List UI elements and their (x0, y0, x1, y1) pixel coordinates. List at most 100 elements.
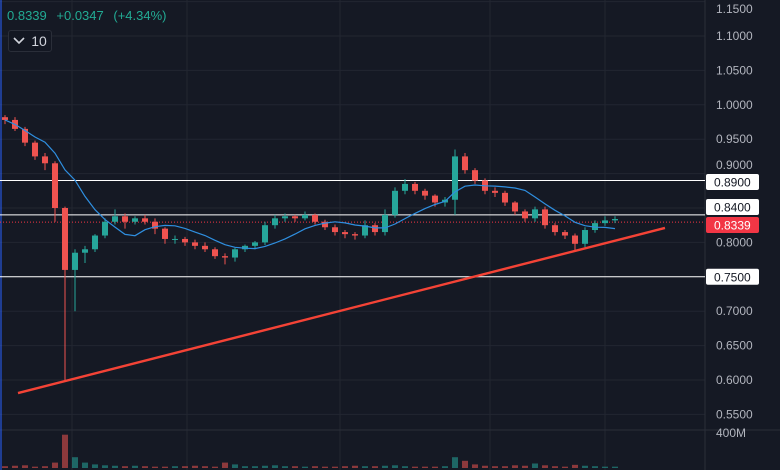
candle-body (322, 221, 328, 228)
volume-bars (2, 434, 618, 468)
candle-body (312, 214, 318, 222)
candle-body (92, 235, 98, 250)
candle-body (42, 156, 48, 164)
volume-bar (482, 465, 488, 468)
horizontal-line-price-label: 0.8400 (714, 201, 751, 215)
left-edge (0, 0, 2, 470)
volume-bar (172, 466, 178, 468)
volume-bar (42, 466, 48, 468)
volume-bar (92, 464, 98, 468)
volume-bar (572, 464, 578, 468)
volume-bar (362, 466, 368, 468)
candle-body (382, 214, 388, 233)
price-tick-label: 0.5500 (716, 407, 753, 421)
volume-bar (232, 464, 238, 468)
candle-body (452, 156, 458, 200)
volume-bar (532, 463, 538, 468)
candle-body (62, 208, 68, 270)
volume-bar (392, 465, 398, 468)
candle-body (572, 235, 578, 244)
candle-body (302, 214, 308, 219)
volume-bar (12, 465, 18, 468)
volume-bar (142, 466, 148, 468)
candle-body (102, 221, 108, 236)
volume-bar (352, 465, 358, 468)
candle-body (72, 252, 78, 270)
candle-body (202, 245, 208, 250)
moving-average-line (4, 119, 616, 250)
candle-body (542, 209, 548, 226)
candle-body (372, 225, 378, 233)
volume-bar (322, 466, 328, 468)
candle-body (262, 225, 268, 243)
volume-bar (112, 465, 118, 468)
candle-body (612, 219, 618, 221)
volume-bar (262, 465, 268, 468)
candle-body (422, 190, 428, 196)
horizontal-lines[interactable]: 0.8900 0.8400 0.7500 0.8339 (0, 174, 759, 285)
candle-body (562, 232, 568, 236)
candle-body (432, 195, 438, 203)
candle-body (132, 218, 138, 222)
volume-bar (132, 465, 138, 468)
candle-body (22, 128, 28, 143)
candle-body (142, 218, 148, 222)
candle-body (82, 249, 88, 253)
volume-bar (82, 462, 88, 468)
indicators-collapse-button[interactable]: 10 (8, 30, 52, 52)
volume-bar (332, 466, 338, 468)
volume-bar (212, 466, 218, 468)
volume-bar (2, 466, 8, 468)
candle-body (232, 249, 238, 258)
candle-body (212, 249, 218, 257)
horizontal-line-price-badge (706, 174, 759, 190)
candle-body (462, 156, 468, 171)
horizontal-line-price-label: 0.8900 (714, 176, 751, 190)
volume-bar (522, 465, 528, 468)
candle-body (342, 232, 348, 235)
volume-bar (222, 462, 228, 468)
volume-bar (462, 460, 468, 468)
candle-body (602, 220, 608, 224)
last-price-label: 0.8339 (714, 219, 751, 233)
price-tick-label: 1.0000 (716, 98, 753, 112)
volume-bar (592, 466, 598, 468)
volume-bar (22, 465, 28, 468)
volume-bar (442, 466, 448, 468)
candle-body (282, 216, 288, 219)
volume-bar (122, 466, 128, 468)
candle-body (52, 163, 58, 208)
volume-bar (422, 466, 428, 468)
price-axis[interactable]: 1.1000 1.0500 1.0000 0.9500 0.8000 0.7000 0.65… (716, 2, 753, 440)
candle-body (182, 238, 188, 243)
trendline[interactable] (17, 226, 666, 395)
volume-bar (542, 465, 548, 468)
candle-body (122, 216, 128, 222)
volume-bar (152, 466, 158, 468)
volume-bar (52, 462, 58, 468)
price-tick-label: 1.0500 (716, 63, 753, 77)
candle-body (172, 238, 178, 240)
candle-body (502, 192, 508, 203)
candle-body (242, 245, 248, 250)
volume-bar (562, 466, 568, 468)
candle-body (472, 170, 478, 181)
candle-body (252, 242, 258, 246)
volume-bar (472, 464, 478, 468)
volume-bar (552, 466, 558, 468)
volume-bar (72, 457, 78, 468)
price-tick-label: 0.6500 (716, 339, 753, 353)
volume-bar (602, 466, 608, 468)
volume-bar (182, 466, 188, 468)
volume-bar (492, 466, 498, 468)
volume-bar (502, 466, 508, 468)
price-tick-label: 0.7000 (716, 304, 753, 318)
candle-body (392, 190, 398, 215)
candle-body (412, 183, 418, 191)
candle-body (532, 209, 538, 219)
volume-bar (292, 466, 298, 468)
candle-body (512, 202, 518, 212)
volume-bar (412, 466, 418, 468)
